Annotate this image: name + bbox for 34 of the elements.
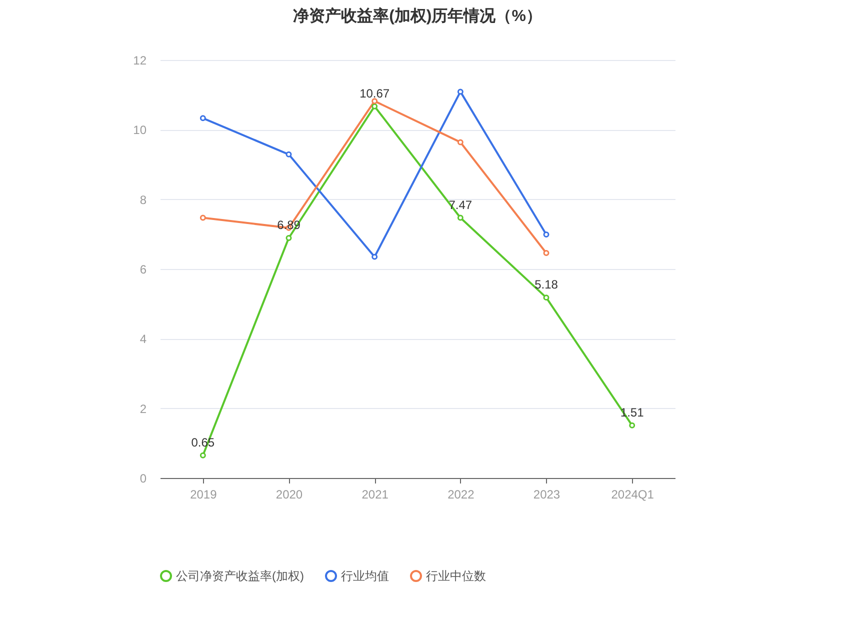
point [457, 88, 464, 95]
y-tick-label: 6 [140, 262, 147, 276]
legend-label: 行业均值 [341, 569, 389, 583]
x-tick-label: 2023 [533, 488, 560, 502]
point [372, 254, 378, 260]
point [629, 422, 636, 428]
data-label: 5.18 [534, 278, 558, 292]
x-tick-label: 2019 [190, 488, 218, 502]
x-tick-label: 2021 [362, 488, 389, 502]
x-tick-label: 2020 [276, 488, 303, 502]
point [543, 294, 550, 301]
y-tick-label: 2 [140, 402, 147, 416]
chart-title: 净资产收益率(加权)历年情况（%） [293, 6, 542, 25]
point [286, 235, 292, 241]
y-tick-label: 0 [140, 472, 147, 486]
point [286, 151, 292, 158]
legend-label: 行业中位数 [426, 569, 486, 583]
y-tick-label: 12 [133, 54, 147, 68]
legend-label: 公司净资产收益率(加权) [176, 569, 304, 583]
point [200, 115, 206, 122]
point [200, 452, 206, 458]
point [543, 250, 550, 256]
point [457, 214, 464, 221]
point [372, 98, 378, 104]
point [543, 232, 550, 238]
data-label: 10.67 [360, 86, 390, 100]
y-tick-label: 4 [140, 332, 147, 346]
point [457, 139, 464, 146]
point [200, 214, 206, 221]
point [372, 103, 378, 110]
y-tick-label: 8 [140, 192, 147, 207]
x-tick-label: 2024Q1 [611, 488, 654, 502]
x-tick-label: 2022 [448, 488, 475, 502]
y-tick-label: 10 [133, 123, 147, 138]
